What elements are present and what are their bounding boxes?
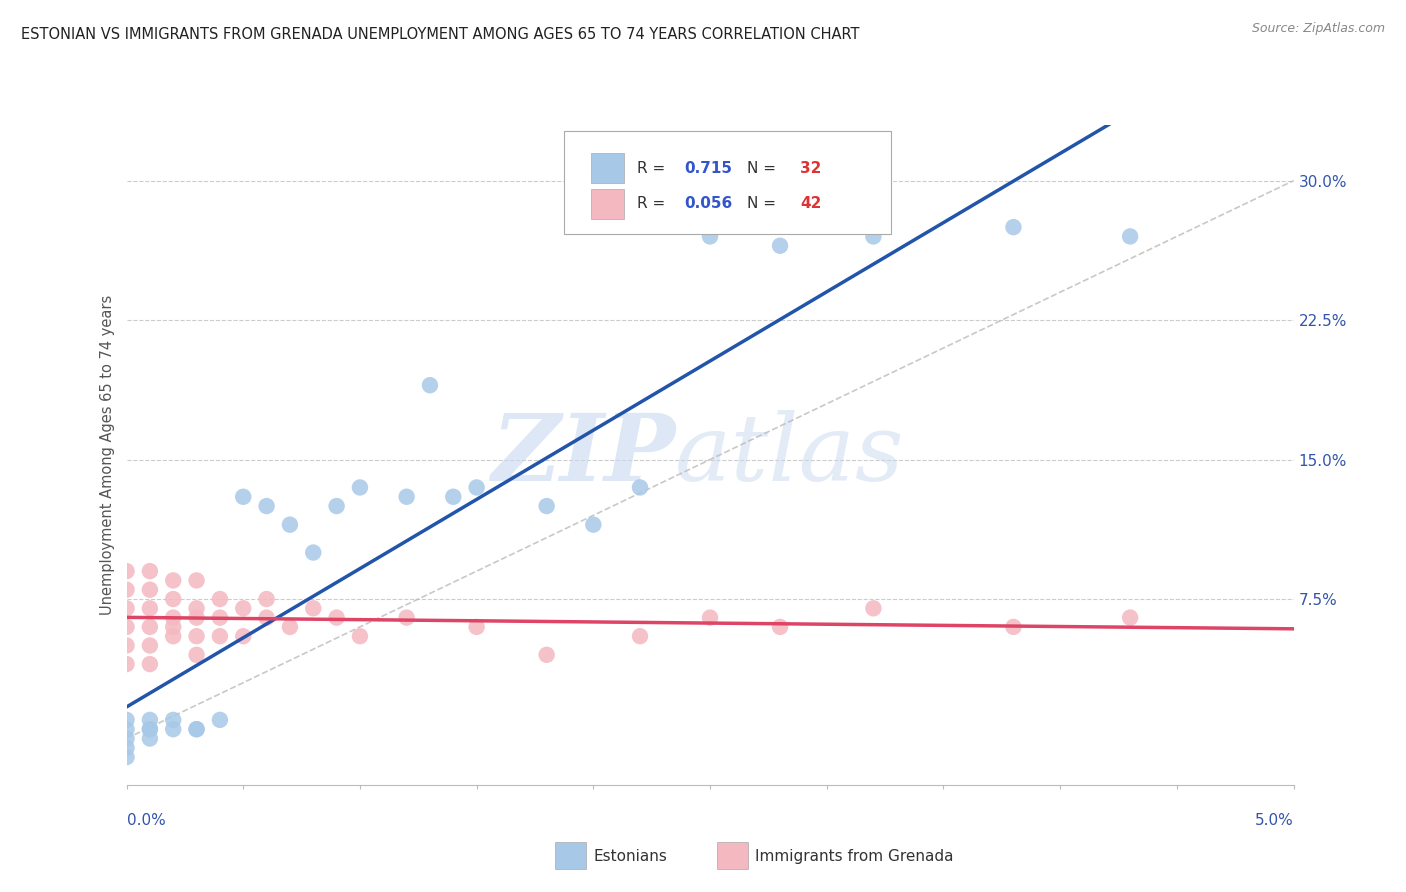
Point bbox=[628, 480, 651, 494]
Point bbox=[256, 610, 278, 624]
Point bbox=[115, 564, 138, 578]
Text: N =: N = bbox=[748, 196, 782, 211]
Point bbox=[278, 517, 301, 532]
Point bbox=[115, 582, 138, 597]
Point bbox=[115, 740, 138, 755]
Point bbox=[115, 657, 138, 672]
Point bbox=[395, 490, 418, 504]
Point bbox=[232, 601, 254, 615]
Point bbox=[349, 480, 371, 494]
Text: ESTONIAN VS IMMIGRANTS FROM GRENADA UNEMPLOYMENT AMONG AGES 65 TO 74 YEARS CORRE: ESTONIAN VS IMMIGRANTS FROM GRENADA UNEM… bbox=[21, 27, 859, 42]
Text: 5.0%: 5.0% bbox=[1254, 814, 1294, 828]
Point bbox=[769, 620, 792, 634]
Point bbox=[139, 601, 162, 615]
Point bbox=[208, 592, 231, 607]
Point bbox=[162, 610, 184, 624]
Point bbox=[186, 722, 208, 736]
Point bbox=[325, 610, 347, 624]
Point bbox=[419, 378, 441, 392]
Point bbox=[699, 610, 721, 624]
Point bbox=[162, 592, 184, 607]
Text: Immigrants from Grenada: Immigrants from Grenada bbox=[755, 849, 953, 863]
Point bbox=[208, 629, 231, 643]
Point bbox=[162, 629, 184, 643]
Point bbox=[208, 713, 231, 727]
Text: 0.056: 0.056 bbox=[685, 196, 733, 211]
Point bbox=[349, 629, 371, 643]
Point bbox=[115, 620, 138, 634]
Point bbox=[232, 490, 254, 504]
Point bbox=[862, 229, 884, 244]
Point bbox=[115, 639, 138, 653]
Point bbox=[256, 499, 278, 513]
Point bbox=[186, 648, 208, 662]
Point bbox=[1119, 610, 1142, 624]
Text: Estonians: Estonians bbox=[593, 849, 668, 863]
Point bbox=[302, 601, 325, 615]
Point bbox=[115, 601, 138, 615]
Text: R =: R = bbox=[637, 196, 669, 211]
Point bbox=[139, 722, 162, 736]
Text: R =: R = bbox=[637, 161, 669, 176]
FancyBboxPatch shape bbox=[564, 131, 891, 234]
Point bbox=[208, 610, 231, 624]
Point bbox=[162, 620, 184, 634]
Point bbox=[325, 499, 347, 513]
Point bbox=[139, 620, 162, 634]
Point bbox=[395, 610, 418, 624]
FancyBboxPatch shape bbox=[591, 189, 624, 219]
Point bbox=[465, 620, 488, 634]
Point bbox=[536, 648, 558, 662]
Point bbox=[465, 480, 488, 494]
Text: Source: ZipAtlas.com: Source: ZipAtlas.com bbox=[1251, 22, 1385, 36]
FancyBboxPatch shape bbox=[591, 153, 624, 183]
Point bbox=[139, 731, 162, 746]
Text: atlas: atlas bbox=[675, 410, 904, 500]
Point bbox=[256, 592, 278, 607]
Text: 0.0%: 0.0% bbox=[127, 814, 166, 828]
Point bbox=[162, 574, 184, 588]
Point bbox=[862, 601, 884, 615]
Point bbox=[162, 713, 184, 727]
Point bbox=[115, 713, 138, 727]
Point bbox=[139, 564, 162, 578]
Point bbox=[302, 545, 325, 559]
Point bbox=[139, 639, 162, 653]
Point bbox=[186, 629, 208, 643]
Point bbox=[115, 750, 138, 764]
Point bbox=[769, 238, 792, 252]
Point bbox=[115, 722, 138, 736]
Point bbox=[1002, 220, 1025, 235]
Point bbox=[278, 620, 301, 634]
Text: N =: N = bbox=[748, 161, 782, 176]
Point bbox=[115, 731, 138, 746]
Text: 42: 42 bbox=[800, 196, 821, 211]
Point bbox=[186, 722, 208, 736]
Point bbox=[139, 722, 162, 736]
Text: 0.715: 0.715 bbox=[685, 161, 733, 176]
Point bbox=[162, 722, 184, 736]
Point bbox=[1119, 229, 1142, 244]
Text: ZIP: ZIP bbox=[491, 410, 675, 500]
Point bbox=[139, 657, 162, 672]
Point bbox=[441, 490, 464, 504]
Text: 32: 32 bbox=[800, 161, 821, 176]
Point bbox=[536, 499, 558, 513]
Point bbox=[186, 601, 208, 615]
Point bbox=[232, 629, 254, 643]
Y-axis label: Unemployment Among Ages 65 to 74 years: Unemployment Among Ages 65 to 74 years bbox=[100, 294, 115, 615]
Point bbox=[628, 629, 651, 643]
Point bbox=[186, 610, 208, 624]
Point bbox=[139, 713, 162, 727]
Point bbox=[699, 229, 721, 244]
Point bbox=[139, 582, 162, 597]
Point bbox=[1002, 620, 1025, 634]
Point bbox=[186, 574, 208, 588]
Point bbox=[582, 517, 605, 532]
